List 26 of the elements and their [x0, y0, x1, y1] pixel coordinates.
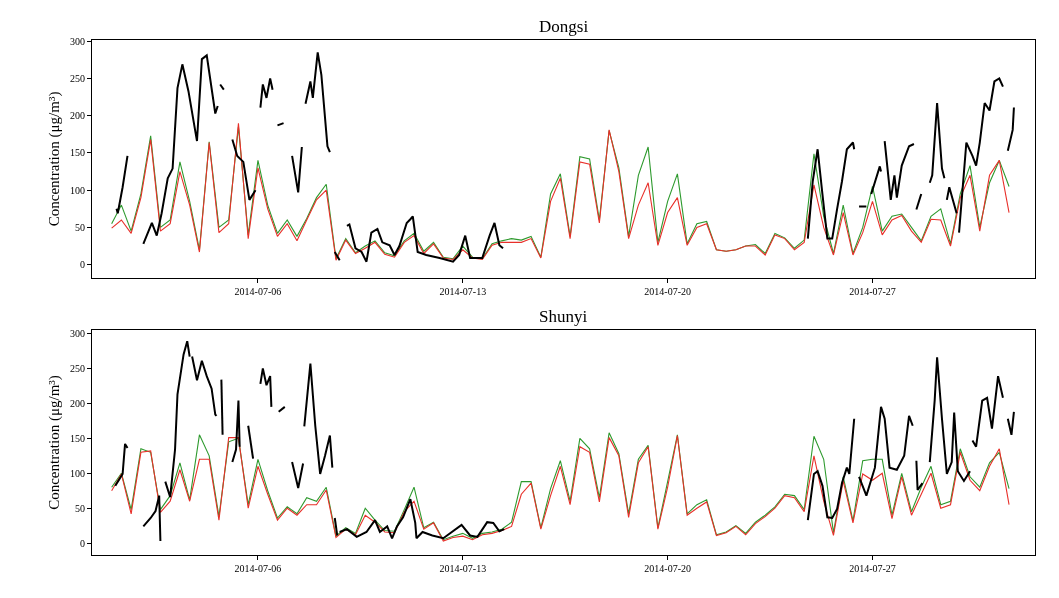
x-tick-label: 2014-07-27: [849, 286, 896, 298]
x-tick-label: 2014-07-27: [849, 563, 896, 575]
x-tick-label: 2014-07-13: [439, 563, 487, 575]
y-tick-label: 200: [70, 110, 86, 122]
y-tick-label: 100: [70, 467, 86, 479]
y-tick-label: 100: [70, 184, 86, 196]
y-tick-label: 250: [70, 72, 86, 84]
y-axis-title: Concentration (μg/m³): [46, 91, 64, 227]
x-tick-label: 2014-07-06: [234, 286, 282, 298]
y-tick-label: 250: [70, 362, 86, 374]
y-tick-label: 300: [70, 35, 86, 47]
chart-title: Dongsi: [539, 17, 589, 36]
x-tick-label: 2014-07-20: [644, 563, 691, 575]
y-tick-label: 200: [70, 397, 86, 409]
y-tick-label: 50: [75, 502, 86, 514]
x-tick-label: 2014-07-20: [644, 286, 691, 298]
x-tick-label: 2014-07-13: [439, 286, 487, 298]
chart-title: Shunyi: [539, 307, 588, 326]
y-tick-label: 0: [80, 259, 86, 271]
y-tick-label: 150: [70, 432, 86, 444]
y-tick-label: 0: [80, 537, 86, 549]
y-tick-label: 50: [75, 221, 86, 233]
y-axis-title: Concentration (μg/m³): [46, 375, 64, 510]
y-tick-label: 300: [70, 327, 86, 339]
y-tick-label: 150: [70, 147, 86, 159]
x-tick-label: 2014-07-06: [234, 563, 282, 575]
